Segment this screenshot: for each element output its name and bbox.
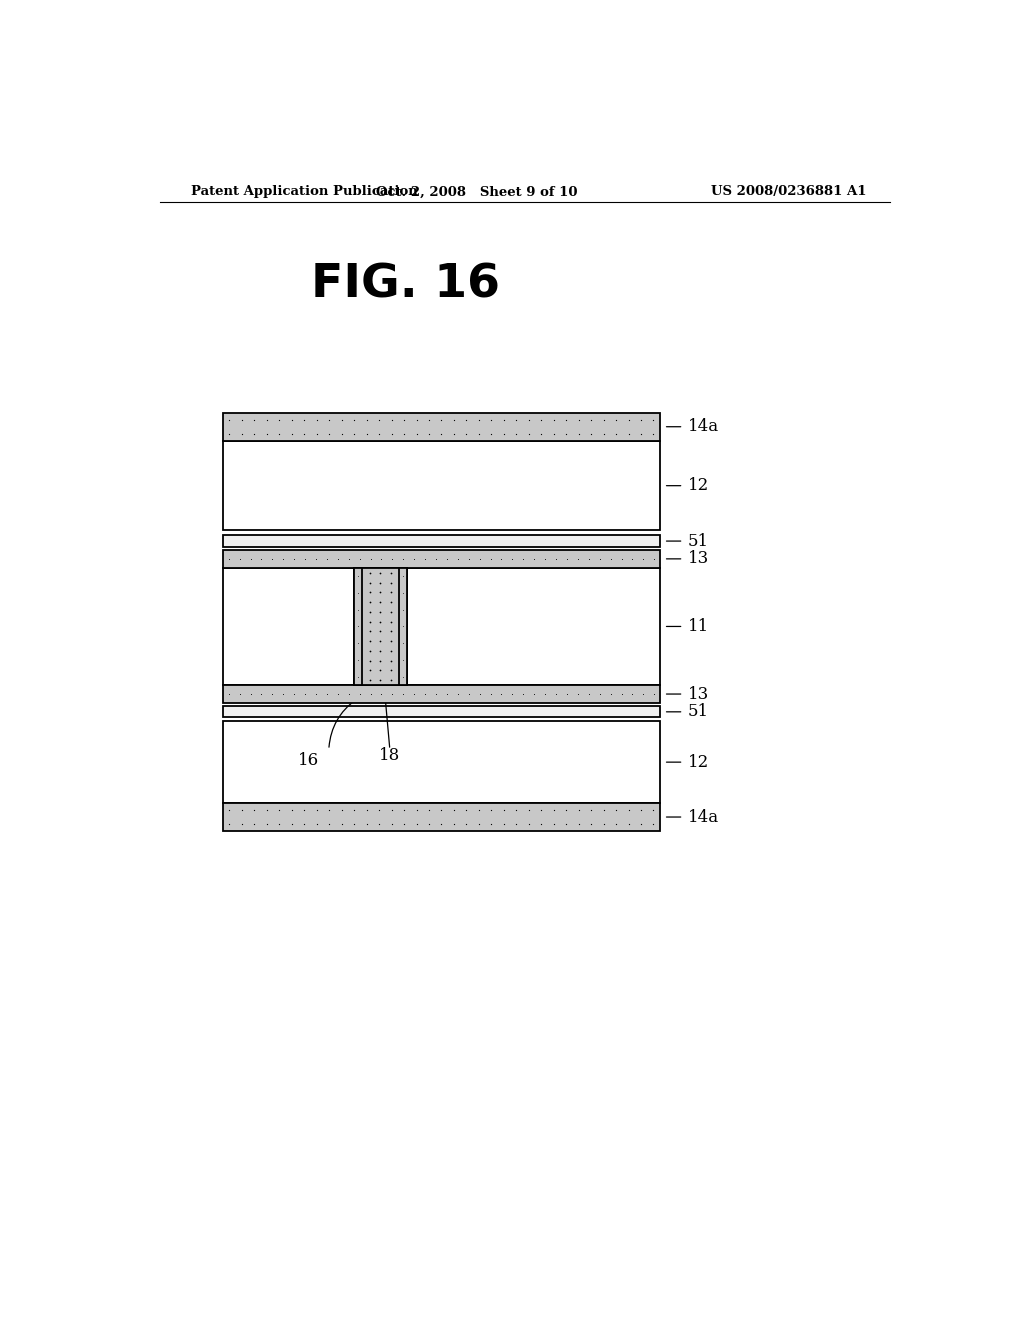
Text: 11: 11 bbox=[687, 618, 709, 635]
Bar bbox=[223, 568, 354, 685]
Text: 12: 12 bbox=[687, 754, 709, 771]
Text: 16: 16 bbox=[298, 751, 319, 768]
Text: 14a: 14a bbox=[687, 418, 719, 436]
Text: 18: 18 bbox=[379, 747, 400, 763]
Text: Oct. 2, 2008   Sheet 9 of 10: Oct. 2, 2008 Sheet 9 of 10 bbox=[377, 185, 578, 198]
Text: Patent Application Publication: Patent Application Publication bbox=[191, 185, 418, 198]
Bar bbox=[354, 568, 407, 685]
Text: 12: 12 bbox=[687, 478, 709, 494]
Bar bbox=[223, 706, 659, 718]
Bar bbox=[223, 441, 659, 531]
Text: 13: 13 bbox=[687, 550, 709, 568]
Bar bbox=[223, 549, 659, 568]
Bar bbox=[407, 568, 659, 685]
Bar bbox=[223, 803, 659, 832]
Bar bbox=[223, 685, 659, 704]
Bar bbox=[223, 413, 659, 441]
Text: 14a: 14a bbox=[687, 809, 719, 825]
Text: FIG. 16: FIG. 16 bbox=[311, 263, 501, 308]
Bar bbox=[398, 568, 407, 685]
Bar bbox=[223, 722, 659, 803]
Text: US 2008/0236881 A1: US 2008/0236881 A1 bbox=[711, 185, 866, 198]
Text: 51: 51 bbox=[687, 532, 709, 549]
Bar bbox=[354, 568, 362, 685]
Bar bbox=[223, 536, 659, 546]
Text: 13: 13 bbox=[687, 685, 709, 702]
Text: 51: 51 bbox=[687, 704, 709, 721]
